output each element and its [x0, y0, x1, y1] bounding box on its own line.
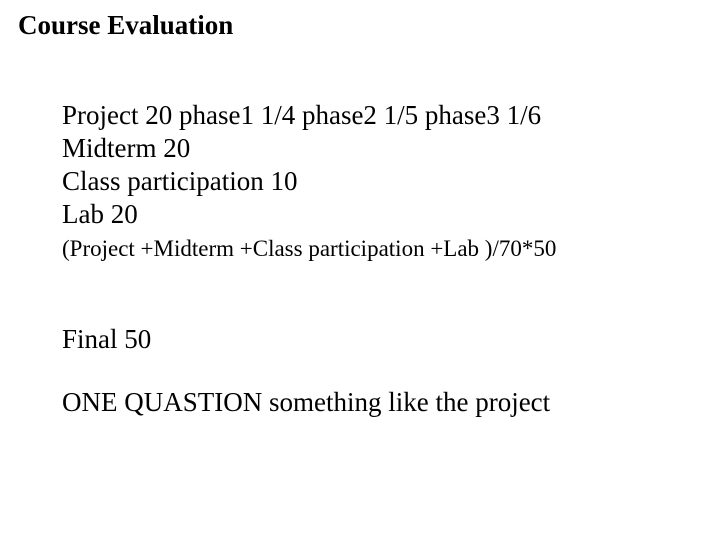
line-final: Final 50 — [62, 323, 720, 356]
slide: Course Evaluation Project 20 phase1 1/4 … — [0, 0, 720, 540]
line-class-participation: Class participation 10 — [62, 165, 720, 198]
line-formula: (Project +Midterm +Class participation +… — [62, 235, 720, 263]
spacer — [62, 356, 720, 386]
spacer — [62, 263, 720, 323]
line-midterm: Midterm 20 — [62, 132, 720, 165]
line-lab: Lab 20 — [62, 198, 720, 231]
line-note: ONE QUASTION something like the project — [62, 386, 720, 419]
line-project: Project 20 phase1 1/4 phase2 1/5 phase3 … — [62, 99, 720, 132]
slide-title: Course Evaluation — [18, 10, 720, 41]
body-block: Project 20 phase1 1/4 phase2 1/5 phase3 … — [18, 99, 720, 419]
